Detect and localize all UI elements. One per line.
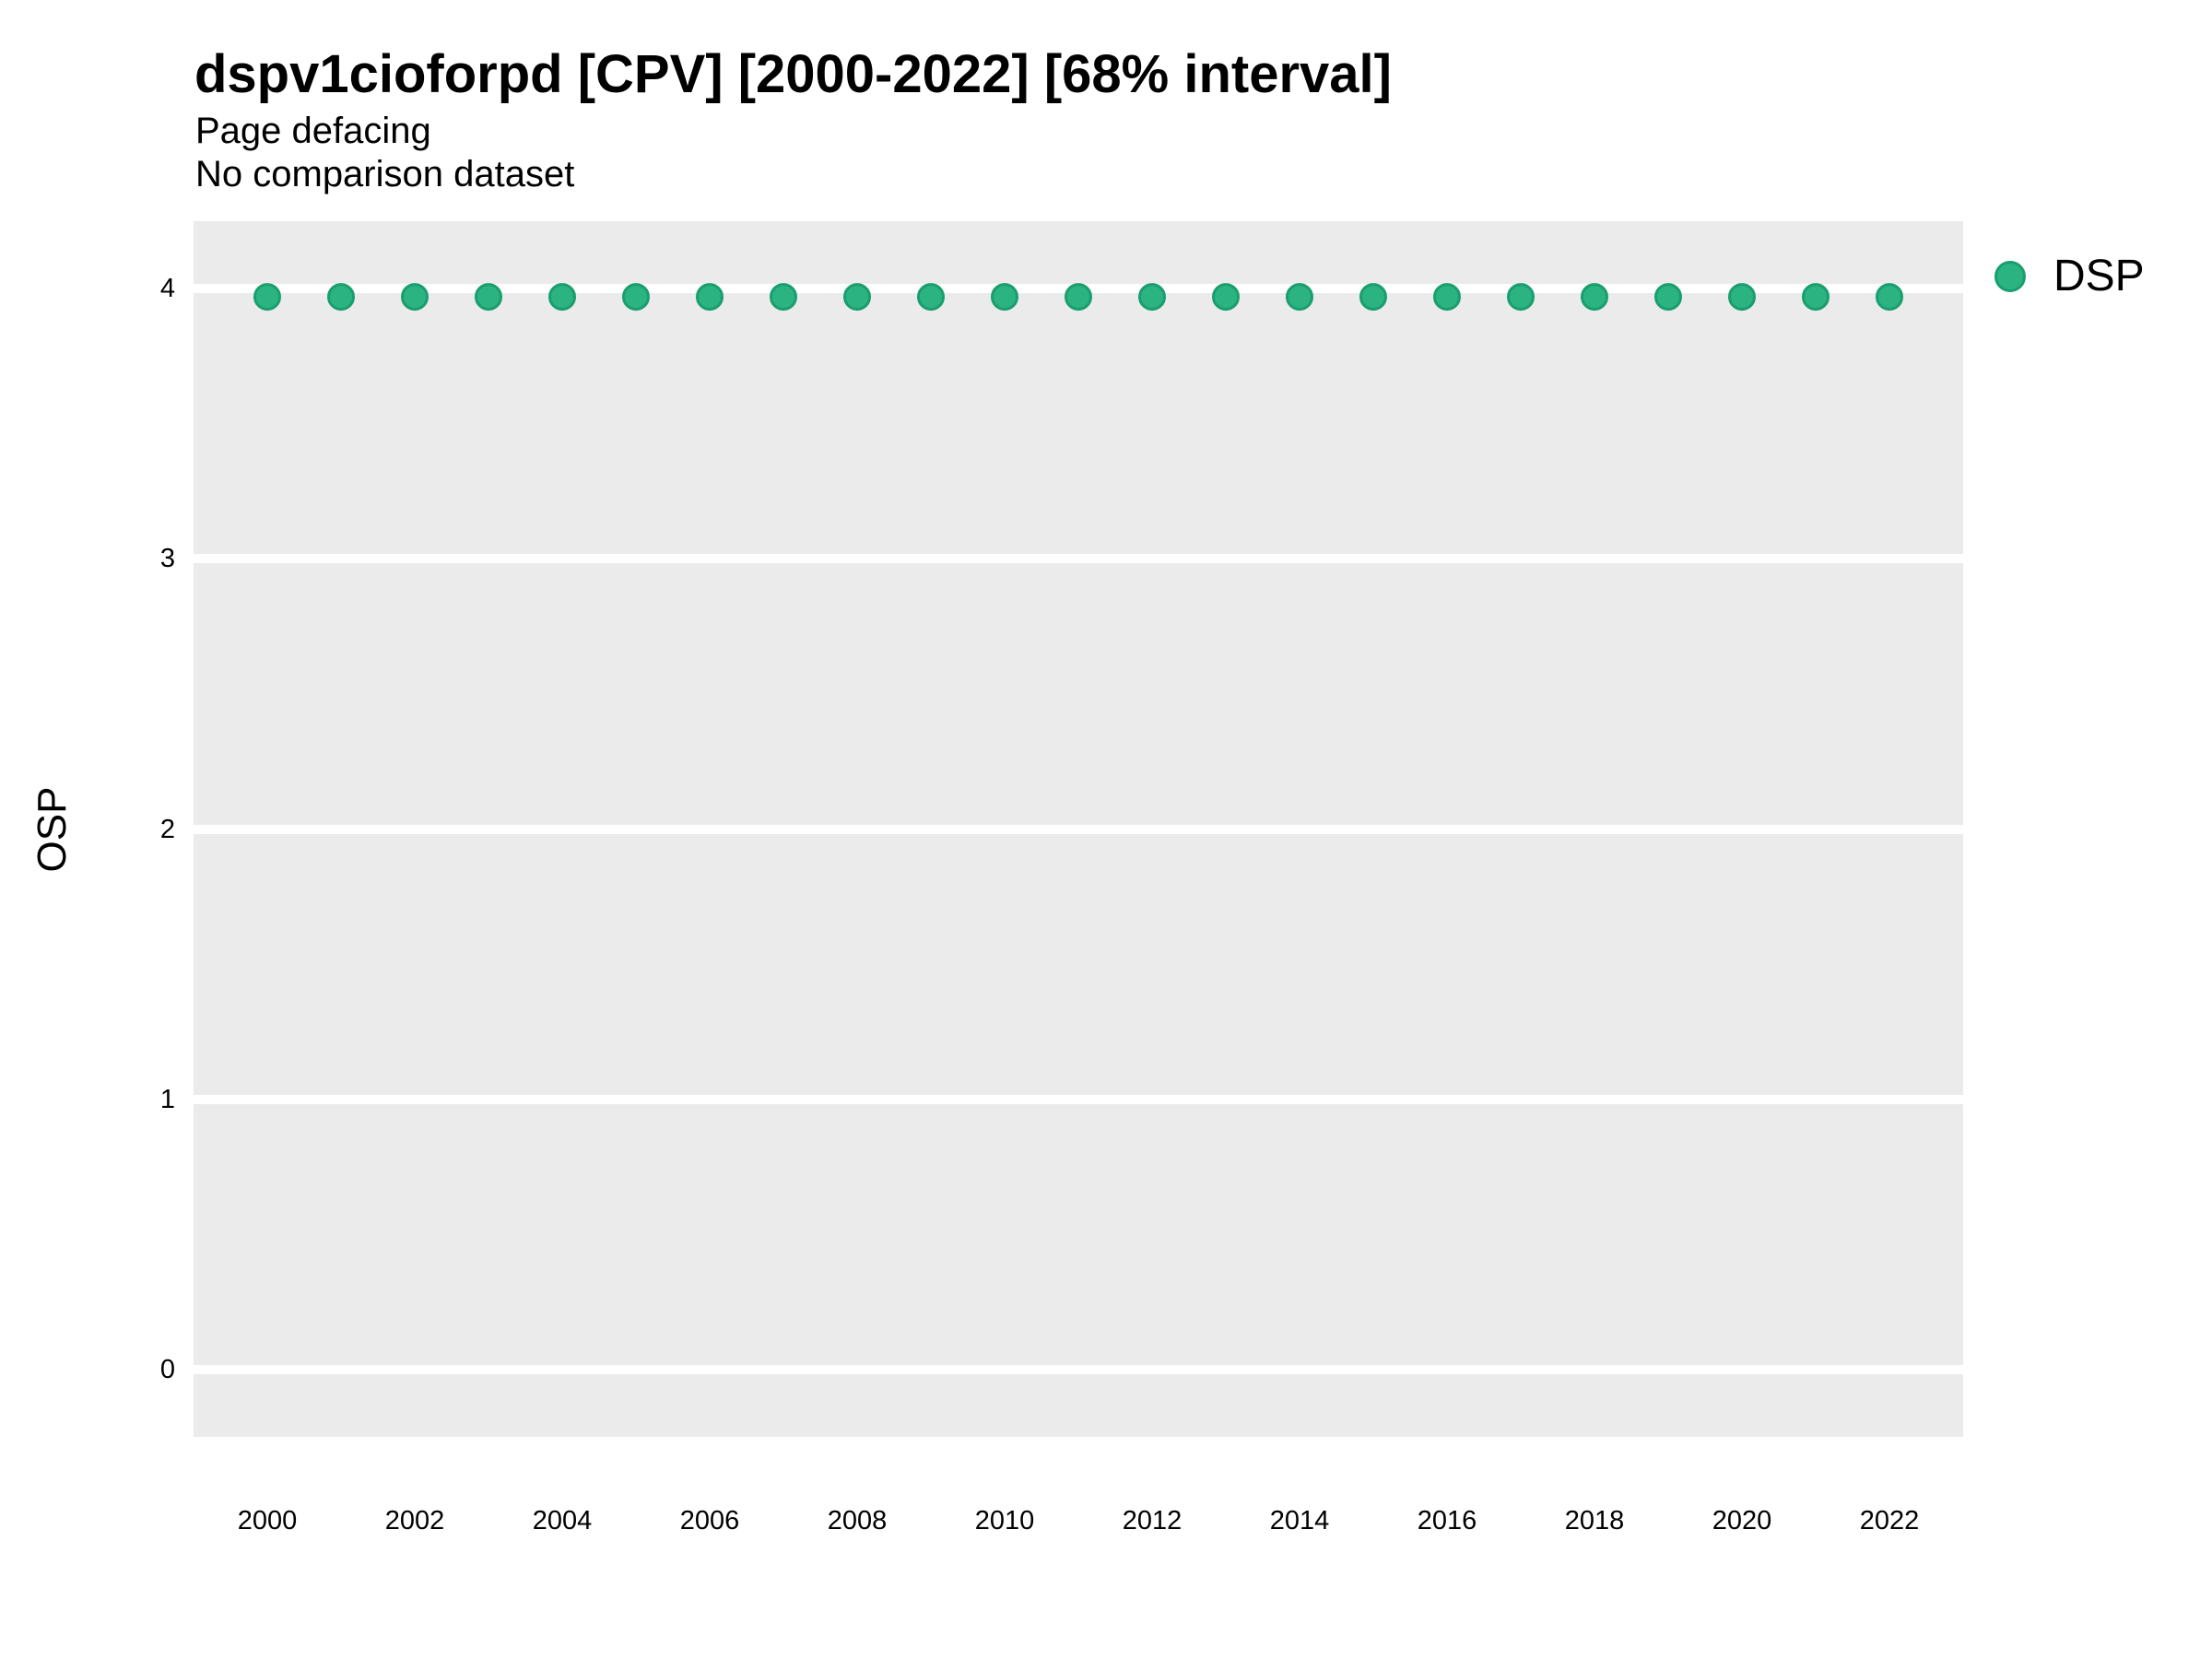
y-tick-label: 0 — [159, 1354, 175, 1384]
data-point — [917, 283, 945, 312]
data-point — [1138, 283, 1166, 312]
y-tick-label: 2 — [159, 814, 175, 844]
x-tick-label: 2000 — [237, 1506, 298, 1535]
legend: DSP — [1994, 254, 2145, 299]
y-tick-label: 4 — [159, 274, 175, 304]
x-tick-label: 2014 — [1269, 1506, 1330, 1535]
x-tick-label: 2004 — [532, 1506, 593, 1535]
x-tick-label: 2002 — [384, 1506, 445, 1535]
legend-point-icon — [1994, 261, 2026, 292]
gridline-y-0 — [194, 1364, 1963, 1374]
data-point — [1654, 283, 1682, 312]
chart-note: No comparison dataset — [195, 154, 575, 194]
data-point — [1433, 283, 1461, 312]
data-point — [253, 283, 281, 312]
legend-label: DSP — [2053, 252, 2145, 300]
data-point — [696, 283, 724, 312]
plot-panel — [194, 221, 1963, 1437]
data-point — [770, 283, 797, 312]
gridline-y-1 — [194, 1094, 1963, 1104]
data-point — [1581, 283, 1608, 312]
gridline-y-2 — [194, 824, 1963, 834]
x-tick-label: 2016 — [1417, 1506, 1477, 1535]
gridline-y-3 — [194, 554, 1963, 564]
x-tick-label: 2006 — [679, 1506, 740, 1535]
x-tick-label: 2008 — [827, 1506, 888, 1535]
x-tick-label: 2010 — [974, 1506, 1035, 1535]
chart-subtitle: Page defacing — [195, 111, 431, 151]
y-tick-label: 3 — [159, 544, 175, 574]
x-tick-label: 2022 — [1859, 1506, 1920, 1535]
data-point — [327, 283, 355, 312]
data-point — [1065, 283, 1092, 312]
x-tick-label: 2012 — [1122, 1506, 1182, 1535]
data-point — [991, 283, 1018, 312]
data-point — [622, 283, 650, 312]
x-tick-label: 2020 — [1712, 1506, 1772, 1535]
data-point — [1359, 283, 1387, 312]
data-point — [475, 283, 502, 312]
data-point — [843, 283, 871, 312]
data-point — [1507, 283, 1535, 312]
y-tick-label: 1 — [159, 1084, 175, 1114]
data-point — [1876, 283, 1903, 312]
data-point — [1212, 283, 1240, 312]
x-tick-label: 2018 — [1564, 1506, 1625, 1535]
data-point — [1286, 283, 1313, 312]
data-point — [1802, 283, 1830, 312]
data-point — [548, 283, 576, 312]
chart-title: dspv1cioforpd [CPV] [2000-2022] [68% int… — [194, 44, 1392, 104]
data-point — [401, 283, 429, 312]
data-points-layer — [253, 283, 1903, 312]
data-point — [1728, 283, 1756, 312]
